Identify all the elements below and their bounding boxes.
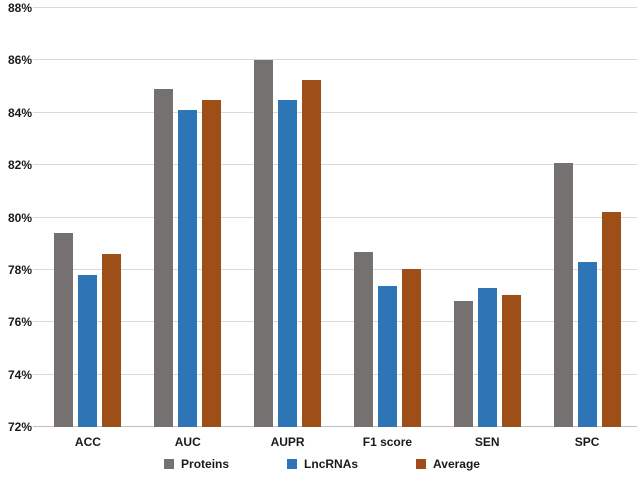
bar-proteins-auc — [154, 89, 174, 427]
gridline-82 — [33, 164, 637, 166]
bar-average-sen — [501, 294, 521, 427]
x-axis-category-label: SPC — [574, 435, 600, 449]
bar-average-auc — [202, 99, 222, 427]
y-axis-tick-label: 72% — [7, 420, 32, 434]
gridline-74 — [33, 373, 637, 375]
x-axis-category-label: AUPR — [270, 435, 305, 449]
chart-legend: Proteins LncRNAs Average — [0, 457, 644, 471]
x-axis-category-label: AUC — [174, 435, 201, 449]
gridline-88 — [33, 7, 637, 8]
gridline-86 — [33, 59, 637, 61]
bar-average-acc — [102, 254, 122, 427]
bar-group-f1-score — [338, 8, 438, 427]
y-axis-tick-label: 78% — [7, 262, 32, 277]
y-axis-tick-label: 80% — [7, 210, 32, 225]
bar-group-acc — [38, 8, 138, 427]
y-axis-tick-label: 82% — [7, 158, 32, 173]
legend-label: Proteins — [181, 457, 230, 471]
legend-item-proteins: Proteins — [164, 457, 229, 471]
y-axis-tick-label: 74% — [7, 367, 32, 382]
gridline-80 — [33, 216, 637, 218]
gridline-84 — [33, 111, 637, 113]
legend-item-average: Average — [416, 457, 480, 471]
bar-proteins-aupr — [254, 60, 274, 427]
bar-proteins-spc — [553, 162, 573, 427]
y-axis-tick-label: 86% — [7, 53, 32, 68]
legend-item-lncrnas: LncRNAs — [287, 457, 358, 471]
bar-lncrnas-acc — [78, 275, 98, 427]
gridline-76 — [33, 321, 637, 323]
x-axis-category-label: F1 score — [362, 435, 413, 449]
gridline-72 — [33, 426, 637, 427]
y-axis-tick-label: 84% — [7, 105, 32, 120]
legend-swatch-lncrnas — [287, 459, 298, 469]
bar-proteins-acc — [54, 233, 74, 427]
legend-swatch-proteins — [164, 459, 175, 469]
x-axis-category-label: SEN — [474, 435, 500, 449]
bar-average-aupr — [302, 80, 322, 427]
bar-average-f1-score — [401, 268, 421, 427]
bar-lncrnas-aupr — [278, 99, 298, 427]
bar-group-spc — [537, 8, 637, 427]
bar-lncrnas-auc — [178, 110, 198, 427]
y-axis-tick-label: 76% — [7, 315, 32, 330]
y-axis-tick-label: 88% — [7, 1, 32, 15]
bar-average-spc — [601, 212, 621, 427]
legend-label: Average — [433, 457, 480, 471]
bar-proteins-sen — [453, 301, 473, 427]
legend-label: LncRNAs — [304, 457, 359, 471]
x-axis-category-label: ACC — [74, 435, 101, 449]
bar-proteins-f1-score — [353, 251, 373, 427]
gridline-78 — [33, 268, 637, 270]
bar-lncrnas-spc — [577, 262, 597, 427]
bar-lncrnas-sen — [477, 288, 497, 427]
bar-group-aupr — [238, 8, 338, 427]
plot-area — [33, 7, 637, 427]
bar-group-sen — [437, 8, 537, 427]
legend-swatch-average — [416, 459, 427, 469]
bar-lncrnas-f1-score — [377, 285, 397, 427]
bar-group-auc — [138, 8, 238, 427]
